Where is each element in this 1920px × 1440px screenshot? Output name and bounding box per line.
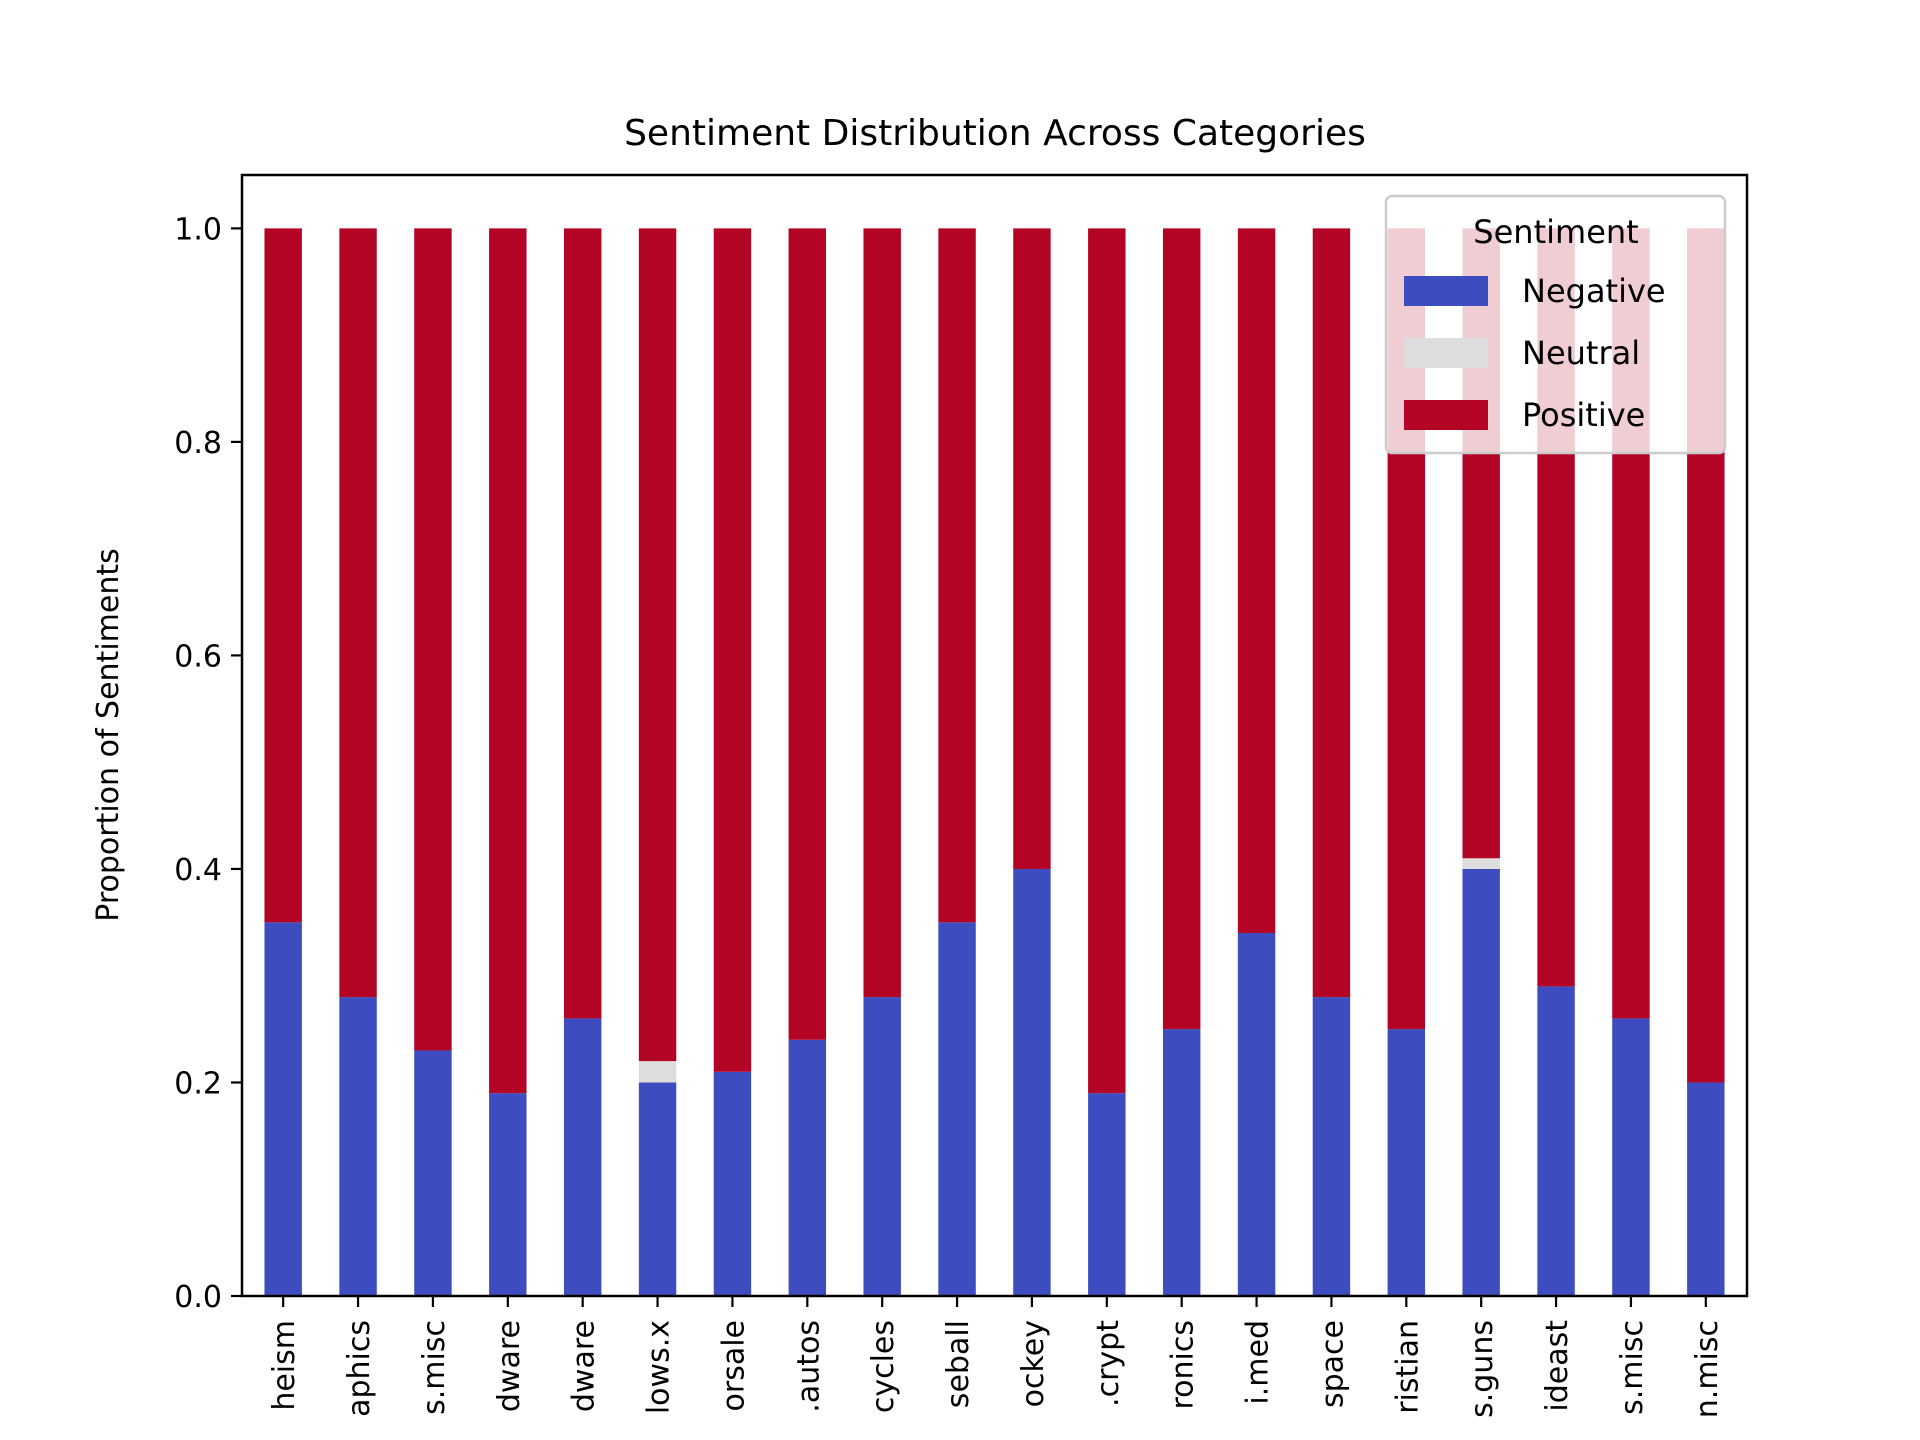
bar-negative-8 — [863, 997, 901, 1296]
bar-negative-18 — [1612, 1018, 1650, 1296]
bar-neutral-5 — [638, 1061, 677, 1083]
y-tick-label: 1.0 — [174, 212, 222, 247]
y-tick-label: 0.4 — [174, 853, 222, 888]
x-tick-label: dware — [567, 1320, 602, 1412]
x-tick-label: aphics — [342, 1320, 377, 1417]
bar-positive-1 — [339, 228, 377, 998]
bar-negative-17 — [1537, 986, 1575, 1296]
x-tick-label: .crypt — [1091, 1320, 1126, 1407]
chart-title: Sentiment Distribution Across Categories — [624, 113, 1366, 154]
x-tick-label: heism — [267, 1320, 302, 1411]
plot-frame — [240, 173, 1749, 1298]
bar-positive-2 — [414, 228, 452, 1051]
y-tick-label: 0.2 — [174, 1066, 222, 1101]
x-tick-label: lows.x — [642, 1320, 677, 1414]
y-axis: 0.0 0.2 0.4 0.6 0.8 1.0 — [174, 212, 242, 1315]
legend-box — [1384, 194, 1727, 455]
x-tick-label: ideast — [1540, 1320, 1575, 1412]
x-tick-label: n.misc — [1690, 1320, 1725, 1418]
legend: Sentiment Negative Neutral Positive — [1384, 194, 1727, 455]
bar-negative-7 — [788, 1039, 827, 1296]
x-tick-label: seball — [941, 1320, 976, 1408]
x-tick-label: .autos — [791, 1320, 826, 1413]
bar-negative-13 — [1237, 933, 1276, 1296]
bar-negative-14 — [1312, 997, 1351, 1296]
x-tick-label: ristian — [1390, 1320, 1425, 1414]
x-tick-label: dware — [492, 1320, 527, 1412]
bar-positive-0 — [264, 228, 302, 923]
bar-positive-3 — [489, 228, 527, 1094]
x-tick-label: s.misc — [417, 1320, 452, 1415]
bar-negative-19 — [1687, 1082, 1725, 1296]
x-tick-label: s.guns — [1465, 1320, 1500, 1418]
bar-negative-10 — [1013, 868, 1051, 1296]
bar-positive-8 — [863, 228, 901, 998]
bar-positive-14 — [1312, 228, 1351, 998]
bar-positive-11 — [1088, 228, 1126, 1094]
x-tick-label: ockey — [1016, 1320, 1051, 1407]
bar-negative-16 — [1462, 868, 1500, 1296]
bar-positive-6 — [713, 228, 752, 1072]
x-tick-label: space — [1315, 1320, 1350, 1408]
legend-label-negative: Negative — [1522, 272, 1666, 310]
bar-negative-3 — [489, 1093, 527, 1296]
bar-neutral-16 — [1462, 858, 1500, 869]
legend-label-positive: Positive — [1522, 396, 1645, 434]
bar-negative-5 — [638, 1082, 677, 1296]
bar-negative-2 — [414, 1050, 452, 1296]
legend-swatch-negative — [1404, 276, 1488, 306]
bar-negative-0 — [264, 922, 302, 1296]
x-tick-label: orsale — [716, 1320, 751, 1412]
y-tick-label: 0.6 — [174, 639, 222, 674]
bar-positive-9 — [938, 228, 976, 923]
bar-negative-1 — [339, 997, 377, 1296]
bar-positive-5 — [638, 228, 677, 1062]
legend-title: Sentiment — [1473, 213, 1638, 251]
bar-positive-7 — [788, 228, 827, 1040]
bar-positive-4 — [563, 228, 602, 1019]
y-tick-label: 0.0 — [174, 1280, 222, 1315]
x-tick-label: i.med — [1241, 1320, 1276, 1405]
bar-negative-15 — [1387, 1029, 1426, 1296]
x-tick-label: ronics — [1166, 1320, 1201, 1410]
legend-swatch-positive — [1404, 400, 1488, 430]
bar-negative-12 — [1162, 1029, 1201, 1296]
x-tick-label: s.misc — [1615, 1320, 1650, 1415]
bar-positive-10 — [1013, 228, 1051, 869]
bar-positive-12 — [1162, 228, 1201, 1030]
bar-negative-9 — [938, 922, 976, 1296]
x-tick-label: cycles — [866, 1320, 901, 1413]
bar-negative-11 — [1088, 1093, 1126, 1296]
legend-swatch-neutral — [1404, 338, 1488, 368]
y-tick-label: 0.8 — [174, 426, 222, 461]
bar-negative-4 — [563, 1018, 602, 1296]
y-axis-label: Proportion of Sentiments — [91, 548, 126, 921]
bar-positive-13 — [1237, 228, 1276, 934]
x-axis: heism aphics s.misc dware dware lows.x orsale.… — [267, 1296, 1725, 1418]
bar-negative-6 — [713, 1071, 752, 1296]
legend-label-neutral: Neutral — [1522, 334, 1640, 372]
